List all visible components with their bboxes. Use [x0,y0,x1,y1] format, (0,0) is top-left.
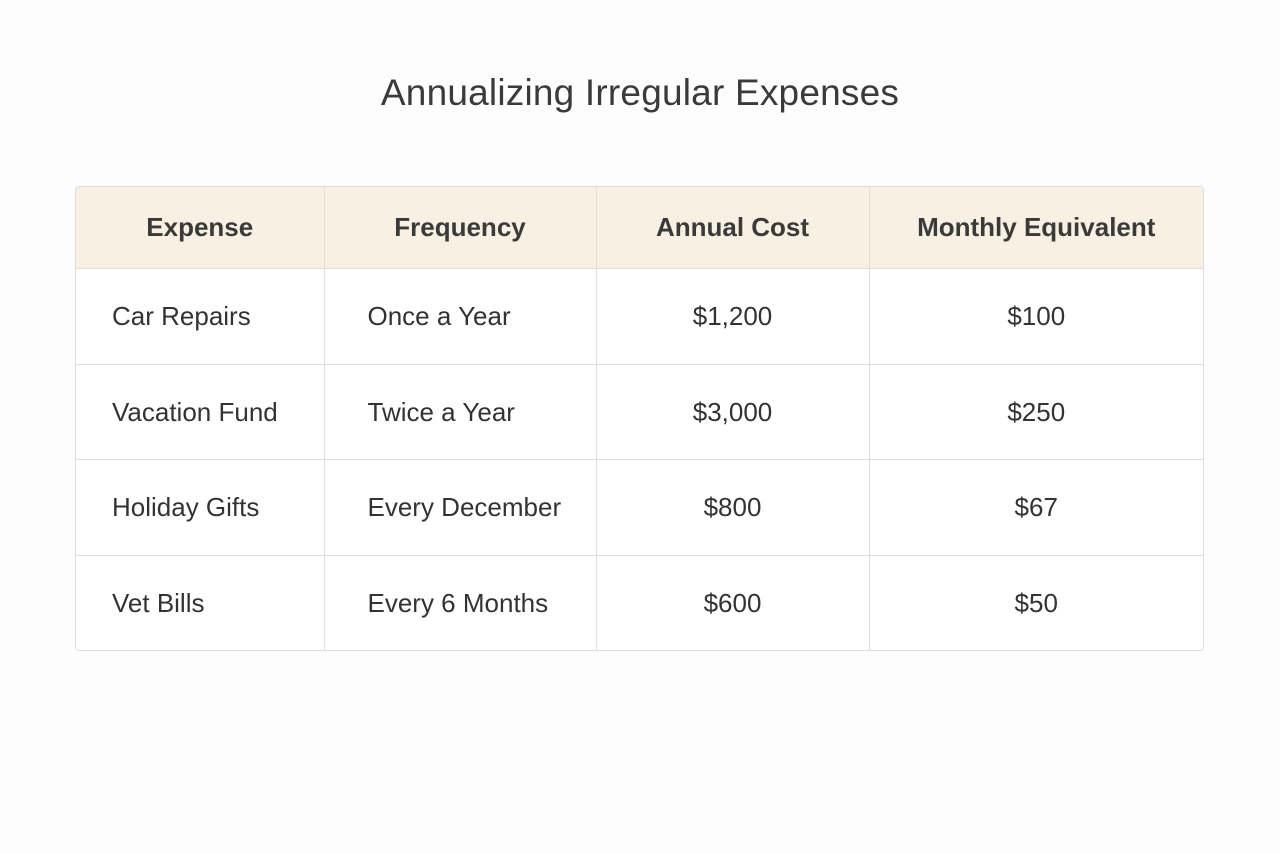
table-row: Holiday Gifts Every December $800 $67 [76,459,1203,557]
table-row: Vacation Fund Twice a Year $3,000 $250 [76,364,1203,461]
table-row: Car Repairs Once a Year $1,200 $100 [76,268,1203,365]
cell-frequency: Once a Year [324,268,597,365]
cell-frequency: Twice a Year [324,364,597,461]
cell-expense: Holiday Gifts [76,459,325,557]
cell-monthly-equivalent: $100 [869,268,1203,365]
header-frequency: Frequency [324,187,597,269]
table-header: Expense Frequency Annual Cost Monthly Eq… [76,187,1203,269]
header-row: Expense Frequency Annual Cost Monthly Eq… [76,187,1203,269]
cell-expense: Vet Bills [76,555,325,650]
cell-annual-cost: $800 [596,459,870,557]
cell-frequency: Every 6 Months [324,555,597,650]
cell-annual-cost: $1,200 [596,268,870,365]
cell-expense: Car Repairs [76,268,325,365]
cell-monthly-equivalent: $250 [869,364,1203,461]
table-body: Car Repairs Once a Year $1,200 $100 Vaca… [76,268,1203,650]
page-title: Annualizing Irregular Expenses [380,72,900,113]
header-monthly-equivalent: Monthly Equivalent [869,187,1203,269]
header-annual-cost: Annual Cost [596,187,870,269]
cell-annual-cost: $3,000 [596,364,870,461]
table-row: Vet Bills Every 6 Months $600 $50 [76,555,1203,650]
expenses-table-grid: Expense Frequency Annual Cost Monthly Eq… [76,187,1203,650]
cell-annual-cost: $600 [596,555,870,650]
cell-frequency: Every December [324,459,597,557]
expenses-table: Expense Frequency Annual Cost Monthly Eq… [75,186,1204,651]
header-expense: Expense [76,187,325,269]
cell-monthly-equivalent: $67 [869,459,1203,557]
cell-expense: Vacation Fund [76,364,325,461]
cell-monthly-equivalent: $50 [1014,587,1058,618]
